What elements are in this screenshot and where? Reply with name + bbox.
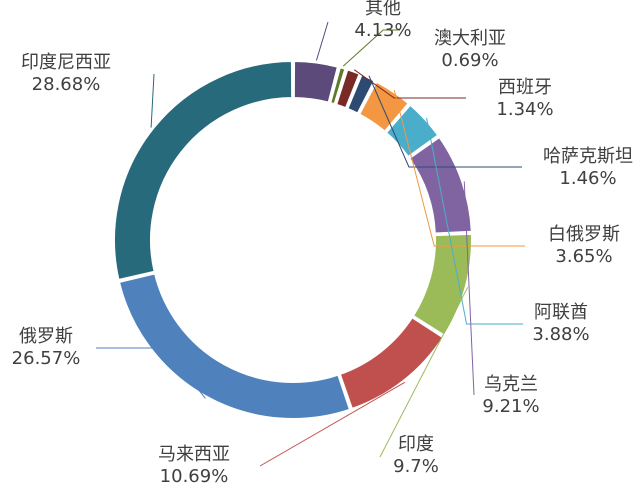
slice-4	[346, 73, 376, 115]
leader-line-5	[393, 89, 525, 247]
slice-8	[411, 232, 473, 337]
slice-label-6: 阿联酋 3.88%	[532, 302, 589, 345]
slice-value-8: 9.7%	[393, 456, 439, 477]
leader-lines	[96, 21, 525, 467]
slice-label-1: 其他 4.13%	[354, 0, 411, 41]
slice-2	[329, 66, 347, 106]
slice-value-4: 1.46%	[559, 168, 616, 189]
slice-label-2: 澳大利亚 0.69%	[434, 28, 506, 71]
slice-labels: 其他 4.13% 澳大利亚 0.69%西班牙 1.34%哈萨克斯坦 1.46%白俄罗斯 3.…	[12, 0, 633, 487]
slice-name-11: 印度尼西亚	[21, 52, 111, 73]
slice-9	[338, 315, 445, 411]
slice-label-3: 西班牙 1.34%	[496, 77, 553, 120]
slice-name-5: 白俄罗斯	[548, 224, 620, 245]
leader-line-2	[342, 29, 400, 67]
slice-label-7: 乌克兰 9.21%	[482, 374, 539, 417]
slice-name-8: 印度	[398, 434, 434, 455]
slice-value-7: 9.21%	[482, 396, 539, 417]
slice-name-1: 其他	[365, 0, 401, 19]
leader-line-11	[150, 73, 155, 128]
leader-line-3	[353, 69, 466, 99]
slice-value-6: 3.88%	[532, 324, 589, 345]
slice-label-10: 俄罗斯 26.57%	[12, 326, 81, 369]
leader-line-4	[368, 75, 522, 168]
slice-1	[292, 59, 340, 104]
slice-label-5: 白俄罗斯 3.65%	[548, 224, 620, 267]
slice-name-10: 俄罗斯	[19, 326, 73, 347]
slice-name-9: 马来西亚	[158, 444, 230, 465]
leader-line-6	[426, 117, 523, 325]
slice-name-7: 乌克兰	[484, 374, 538, 395]
slice-name-2: 澳大利亚	[434, 28, 506, 49]
slice-name-4: 哈萨克斯坦	[543, 146, 633, 167]
slice-label-4: 哈萨克斯坦 1.46%	[543, 146, 633, 189]
leader-line-10	[96, 347, 206, 399]
slice-name-3: 西班牙	[498, 77, 552, 98]
slice-value-5: 3.65%	[555, 246, 612, 267]
slice-label-11: 印度尼西亚 28.68%	[21, 52, 111, 95]
slice-name-6: 阿联酋	[534, 302, 588, 323]
slice-value-3: 1.34%	[496, 99, 553, 120]
slice-3	[334, 68, 361, 110]
slice-value-10: 26.57%	[12, 348, 81, 369]
leader-line-8	[379, 287, 469, 458]
slice-7	[407, 135, 473, 235]
slice-value-9: 10.69%	[160, 466, 229, 487]
leader-line-9	[259, 381, 406, 467]
slice-11	[113, 59, 294, 282]
slice-label-9: 马来西亚 10.69%	[158, 444, 230, 487]
slice-value-2: 0.69%	[441, 50, 498, 71]
slice-value-11: 28.68%	[32, 74, 101, 95]
slice-10	[117, 272, 352, 420]
donut-slices	[113, 59, 473, 420]
slice-5	[357, 80, 411, 133]
leader-line-1	[315, 21, 329, 61]
slice-label-8: 印度 9.7%	[393, 434, 439, 477]
leader-line-7	[463, 181, 475, 396]
slice-value-1: 4.13%	[354, 20, 411, 41]
